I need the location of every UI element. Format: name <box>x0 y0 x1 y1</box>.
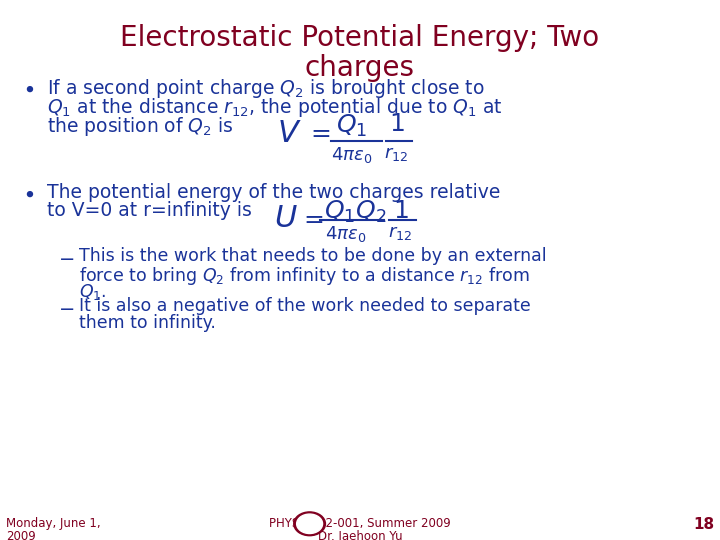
Text: PHYS 1442-001, Summer 2009: PHYS 1442-001, Summer 2009 <box>269 517 451 530</box>
Text: force to bring $Q_2$ from infinity to a distance $r_{12}$ from: force to bring $Q_2$ from infinity to a … <box>79 265 530 287</box>
Text: $Q_1 Q_2$: $Q_1 Q_2$ <box>324 199 387 225</box>
Text: $=$: $=$ <box>306 120 331 144</box>
Text: 18: 18 <box>693 517 714 532</box>
Text: It is also a negative of the work needed to separate: It is also a negative of the work needed… <box>79 297 531 315</box>
Text: $-$: $-$ <box>58 298 74 317</box>
Text: Electrostatic Potential Energy; Two: Electrostatic Potential Energy; Two <box>120 24 600 52</box>
Text: $4\pi\varepsilon_0$: $4\pi\varepsilon_0$ <box>331 145 372 165</box>
Text: the position of $Q_2$ is: the position of $Q_2$ is <box>47 115 233 138</box>
Text: $\mathit{U}$: $\mathit{U}$ <box>274 204 297 233</box>
Text: $\bullet$: $\bullet$ <box>22 184 34 204</box>
Text: $1$: $1$ <box>393 199 409 222</box>
Text: $=$: $=$ <box>299 206 324 230</box>
Text: to V=0 at r=infinity is: to V=0 at r=infinity is <box>47 201 252 220</box>
Text: 2009: 2009 <box>6 530 35 540</box>
Text: $-$: $-$ <box>58 248 74 267</box>
Text: $4\pi\varepsilon_0$: $4\pi\varepsilon_0$ <box>325 224 366 244</box>
Text: them to infinity.: them to infinity. <box>79 314 216 332</box>
Text: $Q_1$ at the distance $r_{12}$, the potential due to $Q_1$ at: $Q_1$ at the distance $r_{12}$, the pote… <box>47 96 503 119</box>
Text: $\mathit{V}$: $\mathit{V}$ <box>277 119 302 148</box>
Text: This is the work that needs to be done by an external: This is the work that needs to be done b… <box>79 247 546 265</box>
Text: Dr. Jaehoon Yu: Dr. Jaehoon Yu <box>318 530 402 540</box>
Text: Monday, June 1,: Monday, June 1, <box>6 517 100 530</box>
Text: $Q_1$: $Q_1$ <box>336 112 366 139</box>
Text: charges: charges <box>305 54 415 82</box>
Text: $r_{12}$: $r_{12}$ <box>384 145 409 163</box>
Text: $1$: $1$ <box>389 112 405 136</box>
Text: If a second point charge $Q_2$ is brought close to: If a second point charge $Q_2$ is brough… <box>47 77 485 100</box>
Text: $\bullet$: $\bullet$ <box>22 78 34 98</box>
Text: $Q_1$.: $Q_1$. <box>79 282 107 302</box>
Text: The potential energy of the two charges relative: The potential energy of the two charges … <box>47 183 500 201</box>
Text: $r_{12}$: $r_{12}$ <box>388 224 413 241</box>
